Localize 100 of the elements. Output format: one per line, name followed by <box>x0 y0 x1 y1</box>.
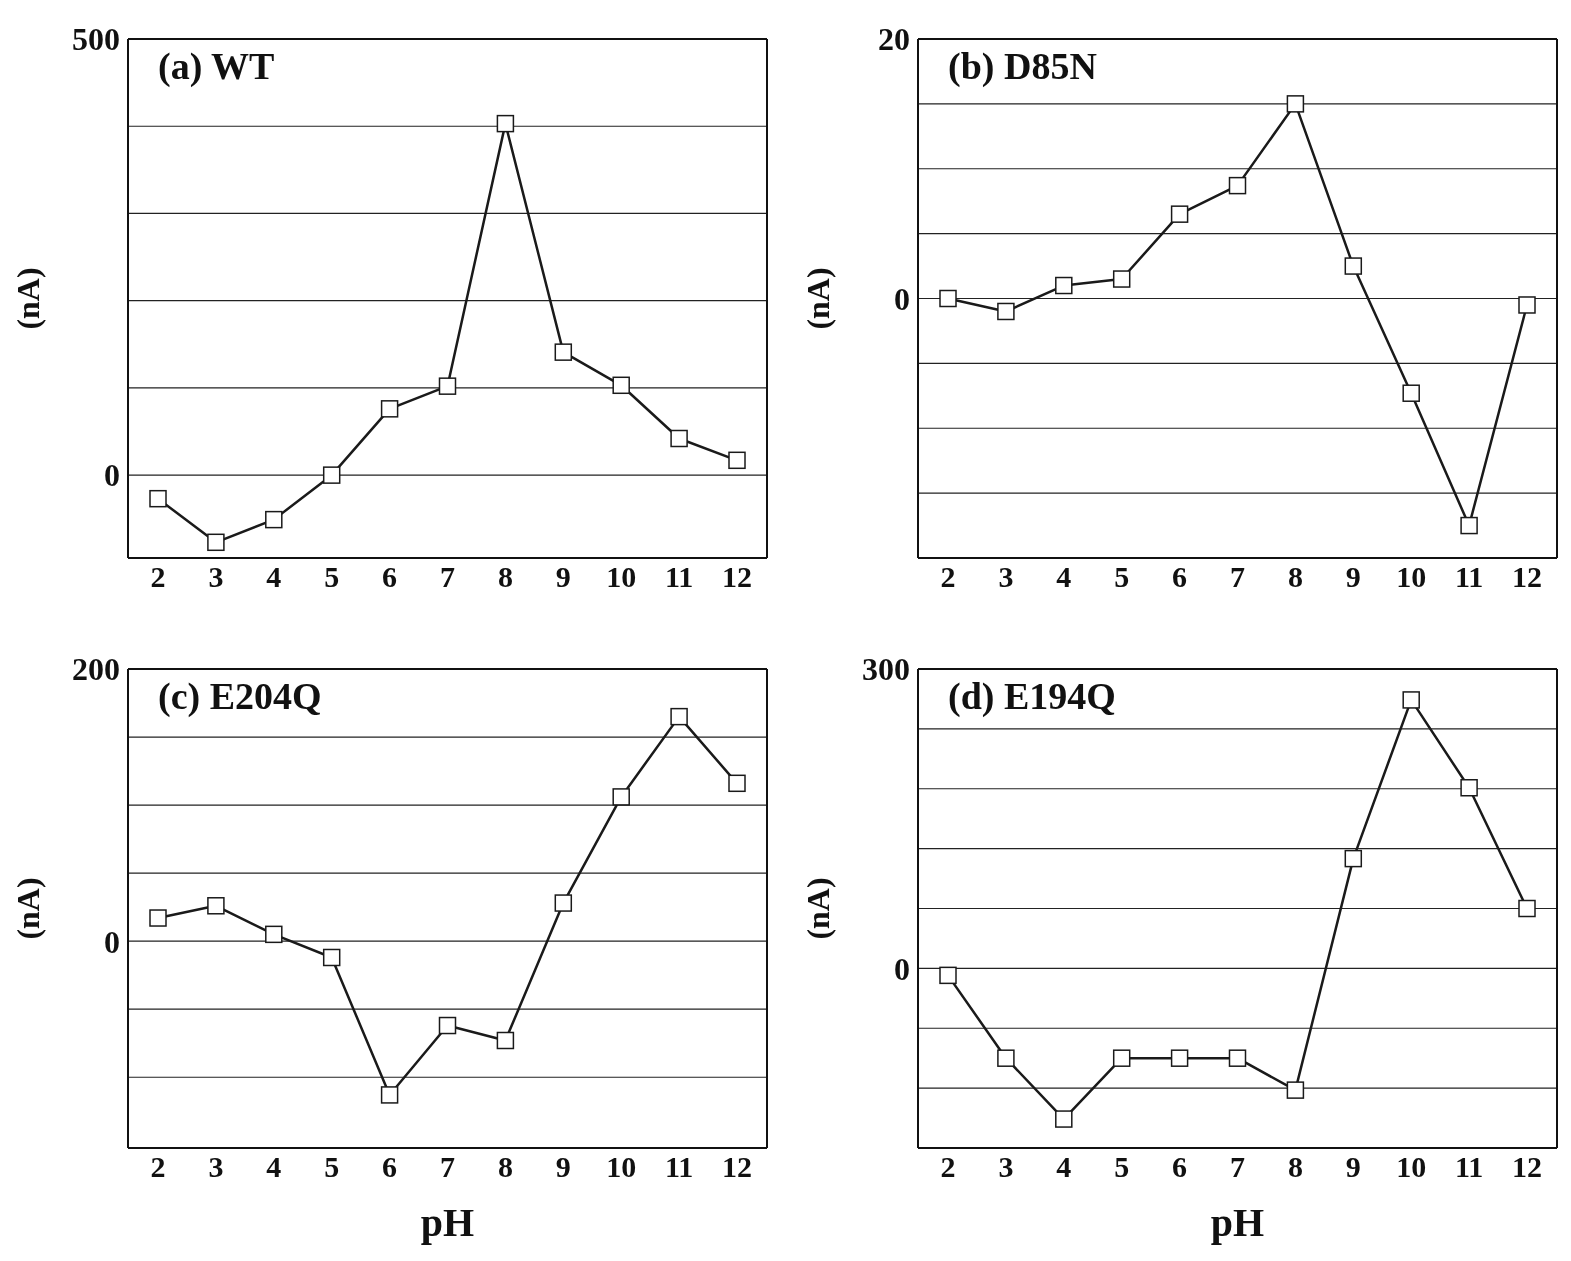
point <box>149 489 167 508</box>
point <box>612 788 630 806</box>
point <box>554 343 573 361</box>
y-axis-title: (nA) <box>800 877 837 940</box>
x-tick-label: 10 <box>1396 1150 1427 1184</box>
x-tick-label: 5 <box>324 560 340 594</box>
x-tick-label: 3 <box>208 560 224 594</box>
x-tick-label: 3 <box>998 560 1014 594</box>
chart-title: (c) E204Q <box>158 674 322 718</box>
point <box>997 1049 1015 1067</box>
x-tick-label: 7 <box>440 560 455 594</box>
chart-title: (d) E194Q <box>948 674 1116 718</box>
point <box>1518 296 1536 314</box>
point <box>670 429 688 448</box>
point <box>1112 270 1131 288</box>
y-tick-label: 200 <box>72 651 120 688</box>
point <box>1228 1049 1247 1067</box>
x-tick-label: 8 <box>497 560 513 594</box>
point <box>728 774 746 793</box>
x-tick-label: 7 <box>440 1150 455 1184</box>
x-tick-label: 8 <box>1287 560 1303 594</box>
y-tick-label: 300 <box>862 651 910 688</box>
point <box>265 925 283 944</box>
point <box>207 897 225 915</box>
point <box>1286 1081 1305 1099</box>
x-tick-label: 9 <box>555 1150 571 1184</box>
x-tick-label: 4 <box>1056 1150 1072 1184</box>
point <box>1055 276 1073 295</box>
x-tick-label: 11 <box>664 1150 694 1184</box>
point <box>939 966 957 985</box>
point <box>322 948 341 967</box>
point <box>149 909 167 927</box>
point <box>1460 779 1478 797</box>
x-tick-label: 12 <box>1512 560 1542 594</box>
point <box>997 302 1015 321</box>
x-tick-label: 7 <box>1230 1150 1245 1184</box>
point <box>322 466 341 484</box>
x-tick-label: 11 <box>1454 560 1484 594</box>
x-tick-label: 5 <box>1114 1150 1130 1184</box>
point <box>380 1086 399 1104</box>
point <box>380 400 399 418</box>
x-tick-label: 10 <box>606 560 637 594</box>
point <box>496 114 515 133</box>
x-tick-label: 4 <box>266 560 282 594</box>
point <box>438 377 457 395</box>
chart-title: (b) D85N <box>948 44 1097 88</box>
point <box>1112 1049 1131 1067</box>
x-tick-label: 2 <box>940 1150 956 1184</box>
x-tick-label: 11 <box>664 560 694 594</box>
x-tick-label: 12 <box>722 560 752 594</box>
y-tick-label: 0 <box>104 923 120 960</box>
x-tick-label: 9 <box>1345 560 1361 594</box>
y-tick-label: 0 <box>894 280 910 317</box>
point <box>1460 516 1478 535</box>
point <box>1170 205 1189 223</box>
y-tick-label: 0 <box>894 950 910 987</box>
x-tick-label: 3 <box>998 1150 1014 1184</box>
point <box>265 510 283 529</box>
y-tick-label: 20 <box>878 21 910 58</box>
x-tick-label: 12 <box>722 1150 752 1184</box>
x-tick-label: 5 <box>1114 560 1130 594</box>
x-tick-label: 10 <box>606 1150 637 1184</box>
y-axis-title: (nA) <box>800 267 837 330</box>
point <box>612 376 630 395</box>
y-tick-label: 500 <box>72 21 120 58</box>
x-tick-label: 4 <box>1056 560 1072 594</box>
point <box>438 1016 457 1035</box>
x-tick-label: 2 <box>150 1150 166 1184</box>
x-tick-label: 2 <box>940 560 956 594</box>
point <box>1402 384 1420 402</box>
point <box>939 289 957 308</box>
point <box>1055 1110 1073 1128</box>
x-tick-label: 4 <box>266 1150 282 1184</box>
x-tick-label: 8 <box>1287 1150 1303 1184</box>
point <box>554 894 573 912</box>
point <box>207 533 225 552</box>
x-tick-label: 8 <box>497 1150 513 1184</box>
x-tick-label: 6 <box>382 1150 398 1184</box>
x-tick-label: 2 <box>150 560 166 594</box>
x-tick-label: 6 <box>1172 560 1188 594</box>
point <box>1286 95 1305 113</box>
x-axis-title: pH <box>420 1200 475 1246</box>
x-tick-label: 11 <box>1454 1150 1484 1184</box>
point <box>1518 899 1536 918</box>
x-tick-label: 10 <box>1396 560 1427 594</box>
y-tick-label: 0 <box>104 457 120 494</box>
x-tick-label: 9 <box>555 560 571 594</box>
point <box>1344 257 1363 275</box>
point <box>1402 691 1420 709</box>
point <box>670 707 688 726</box>
chart-title: (a) WT <box>158 44 275 88</box>
x-tick-label: 9 <box>1345 1150 1361 1184</box>
y-axis-title: (nA) <box>10 267 47 330</box>
point <box>496 1031 515 1050</box>
point <box>1170 1049 1189 1067</box>
x-tick-label: 3 <box>208 1150 224 1184</box>
x-tick-label: 5 <box>324 1150 340 1184</box>
x-tick-label: 6 <box>382 560 398 594</box>
x-tick-label: 12 <box>1512 1150 1542 1184</box>
point <box>728 451 746 470</box>
